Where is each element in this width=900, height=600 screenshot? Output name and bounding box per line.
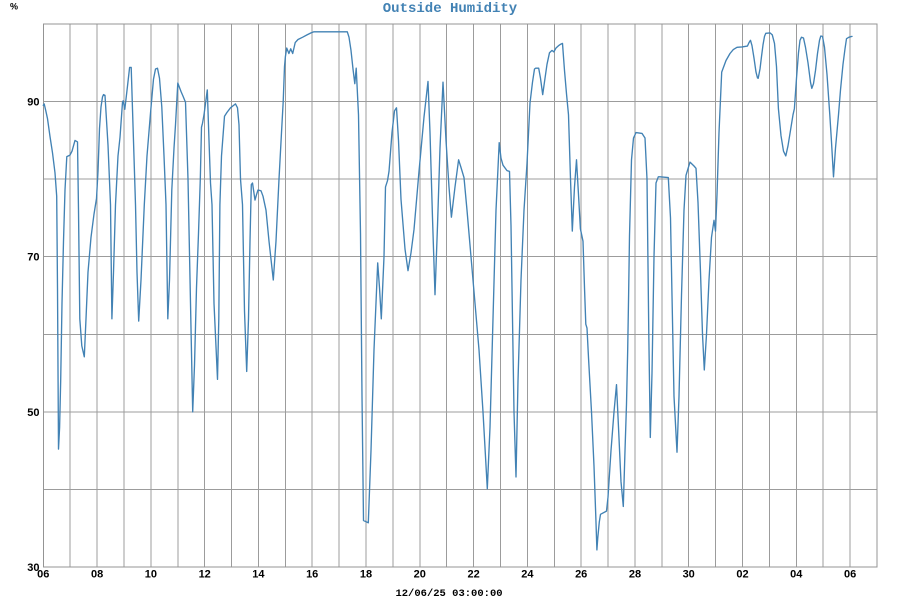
- svg-text:26: 26: [575, 569, 587, 581]
- svg-text:16: 16: [306, 569, 318, 581]
- svg-text:12: 12: [199, 569, 211, 581]
- svg-text:24: 24: [521, 569, 534, 581]
- svg-text:Outside Humidity: Outside Humidity: [383, 1, 518, 17]
- svg-text:70: 70: [27, 252, 39, 264]
- svg-text:90: 90: [27, 97, 39, 109]
- svg-text:28: 28: [629, 569, 641, 581]
- svg-text:18: 18: [360, 569, 372, 581]
- svg-text:12/06/25 03:00:00: 12/06/25 03:00:00: [395, 588, 502, 600]
- svg-text:14: 14: [252, 569, 265, 581]
- svg-text:06: 06: [844, 569, 856, 581]
- svg-text:30: 30: [27, 562, 39, 574]
- svg-text:22: 22: [467, 569, 479, 581]
- svg-text:50: 50: [27, 407, 39, 419]
- svg-text:06: 06: [37, 569, 49, 581]
- svg-text:10: 10: [145, 569, 157, 581]
- svg-text:20: 20: [414, 569, 426, 581]
- svg-text:30: 30: [683, 569, 695, 581]
- svg-text:08: 08: [91, 569, 103, 581]
- svg-text:02: 02: [736, 569, 748, 581]
- svg-text:%: %: [10, 2, 18, 12]
- svg-text:04: 04: [790, 569, 803, 581]
